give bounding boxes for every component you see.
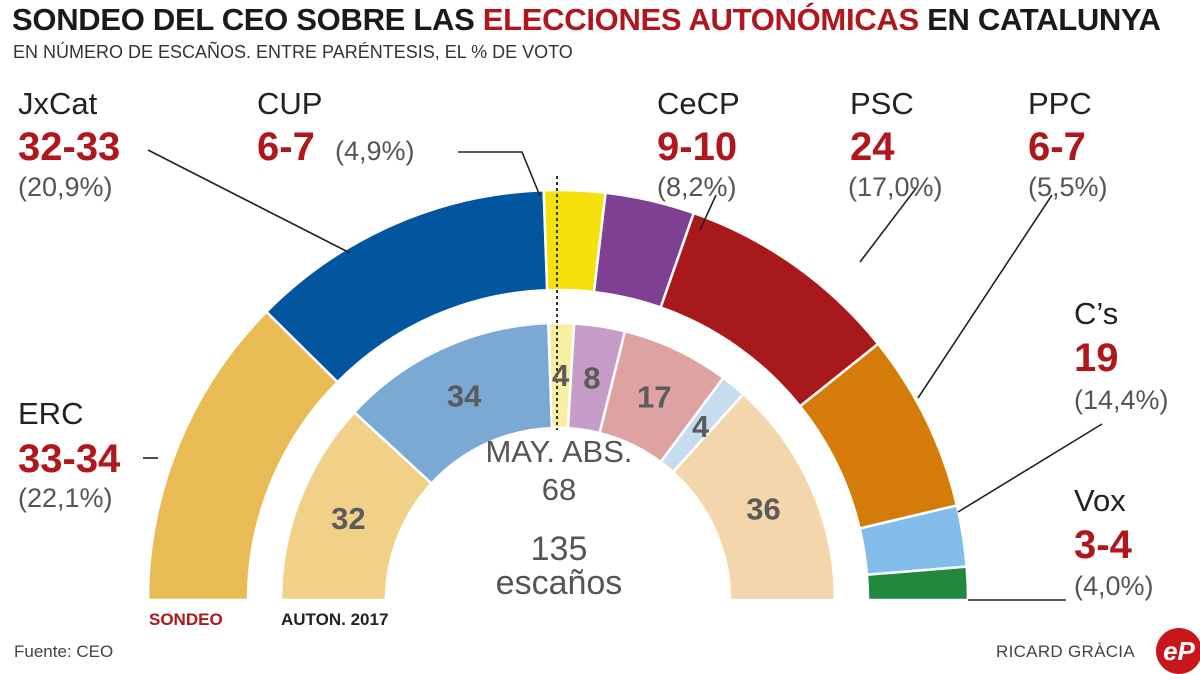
party-name-psc: PSC [850, 86, 914, 121]
chart-subtitle: EN NÚMERO DE ESCAÑOS. ENTRE PARÉNTESIS, … [13, 42, 573, 62]
party-name-vox: Vox [1074, 483, 1126, 518]
title-text-end: EN CATALUNYA [918, 2, 1161, 37]
party-name-cup: CUP [257, 86, 323, 121]
vote-erc: (22,1%) [18, 483, 113, 513]
auton-2017-label-cs: 36 [746, 491, 780, 526]
auton-2017-label-erc: 32 [331, 501, 365, 536]
sondeo-ring [146, 188, 970, 602]
leader-line-cecp [699, 194, 717, 231]
title-text-start: SONDEO DEL CEO SOBRE LAS [12, 2, 483, 37]
auton-2017-label-cecp: 8 [583, 361, 600, 396]
title-text-highlight: ELECCIONES AUTONÓMICAS [482, 2, 919, 37]
party-name-cecp: CeCP [657, 86, 740, 121]
source-note: Fuente: CEO [14, 642, 114, 661]
leader-line-jxcat [147, 149, 351, 254]
vote-cs: (14,4%) [1074, 385, 1169, 415]
party-name-jxcat: JxCat [18, 86, 98, 121]
seats-ppc: 6-7 [1028, 125, 1086, 169]
auton-2017-label-ppc: 4 [692, 409, 710, 444]
legend-auton-2017: AUTON. 2017 [281, 610, 389, 629]
majority-label: MAY. ABS. [485, 434, 633, 469]
leader-line-cs [957, 423, 1103, 513]
party-name-cs: C’s [1074, 296, 1119, 331]
auton-2017-label-psc: 17 [637, 380, 671, 415]
total-seats-label: escaños [495, 564, 623, 602]
party-name-ppc: PPC [1028, 86, 1092, 121]
seats-vox: 3-4 [1074, 523, 1132, 567]
seats-jxcat: 32-33 [18, 125, 121, 169]
chart-title: SONDEO DEL CEO SOBRE LAS ELECCIONES AUTO… [12, 2, 1161, 38]
seats-psc: 24 [850, 125, 895, 169]
seats-erc: 33-34 [18, 437, 121, 481]
leader-line-ppc [917, 194, 1053, 399]
seats-cecp: 9-10 [657, 125, 738, 169]
vote-vox: (4,0%) [1074, 571, 1154, 601]
total-seats: 135 [530, 530, 588, 568]
publisher-logo: eP [1156, 628, 1200, 674]
auton-2017-ring-segment-cs [671, 392, 837, 602]
auton-2017-label-jxcat: 34 [447, 379, 482, 414]
leader-line-psc [859, 186, 918, 263]
leader-lines [143, 149, 1103, 601]
vote-cecp: (8,2%) [657, 172, 737, 202]
sondeo-ring-segment-vox [865, 565, 970, 602]
legend-sondeo: SONDEO [149, 610, 223, 629]
vote-cup: (4,9%) [335, 136, 415, 166]
leader-line-cup [458, 151, 541, 197]
author-credit: RICARD GRÀCIA [996, 642, 1135, 661]
seats-cup: 6-7 [257, 125, 315, 169]
vote-jxcat: (20,9%) [18, 172, 113, 202]
party-name-erc: ERC [18, 396, 84, 431]
vote-ppc: (5,5%) [1028, 172, 1108, 202]
seats-cs: 19 [1074, 336, 1119, 380]
auton-2017-ring [279, 321, 837, 602]
auton-2017-label-cup: 4 [552, 358, 570, 393]
vote-psc: (17,0%) [848, 172, 943, 202]
majority-value: 68 [541, 472, 577, 507]
